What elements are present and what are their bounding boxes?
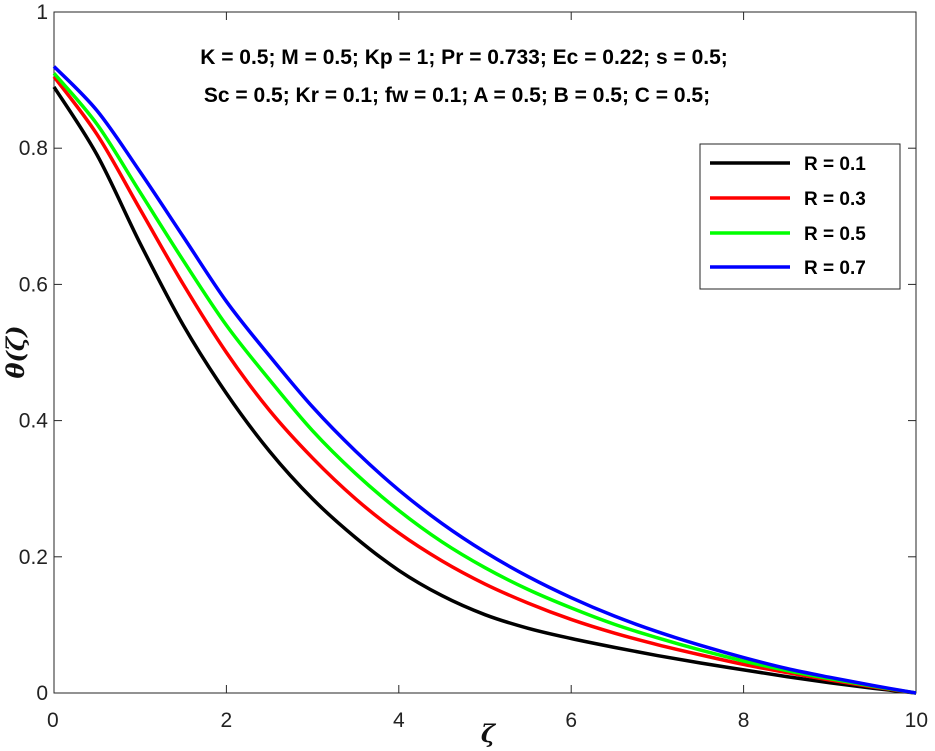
y-tick-label: 0.4: [19, 410, 49, 433]
y-tick-label: 0.8: [19, 137, 48, 160]
series-line-2: [52, 75, 917, 695]
legend-label-r01: R = 0.1: [804, 154, 866, 175]
y-axis-ticks: 0 0.2 0.4 0.6 0.8 1: [19, 1, 916, 705]
plot-area: [53, 11, 917, 694]
y-axis-label: θ(ζ): [1, 326, 30, 379]
legend-label-r05: R = 0.5: [804, 224, 866, 245]
series-line-4: [52, 65, 917, 695]
x-tick-label: 10: [905, 709, 928, 732]
legend: R = 0.1 R = 0.3 R = 0.5 R = 0.7: [699, 143, 901, 290]
y-tick-label: 0.6: [19, 273, 48, 296]
annotation-line-2: Sc = 0.5; Kr = 0.1; fw = 0.1; A = 0.5; B…: [204, 84, 710, 107]
x-tick-label: 8: [738, 709, 750, 732]
legend-box: [699, 143, 901, 290]
x-tick-label: 6: [565, 709, 577, 732]
x-axis-label: ζ: [481, 719, 497, 748]
legend-label-r03: R = 0.3: [804, 189, 866, 210]
x-axis-ticks: 0 2 4 6 8 10: [47, 12, 928, 732]
series-line-3: [52, 72, 917, 695]
y-tick-label: 0.2: [19, 546, 48, 569]
annotation-line-1: K = 0.5; M = 0.5; Kp = 1; Pr = 0.733; Ec…: [200, 46, 728, 69]
y-tick-label: 0: [36, 682, 48, 705]
x-tick-label: 0: [47, 709, 59, 732]
x-tick-label: 2: [221, 709, 233, 732]
series-line-1: [52, 85, 917, 695]
legend-label-r07: R = 0.7: [804, 258, 866, 279]
series-layer: [52, 65, 917, 695]
y-tick-label: 1: [36, 1, 48, 24]
x-tick-label: 4: [393, 709, 405, 732]
